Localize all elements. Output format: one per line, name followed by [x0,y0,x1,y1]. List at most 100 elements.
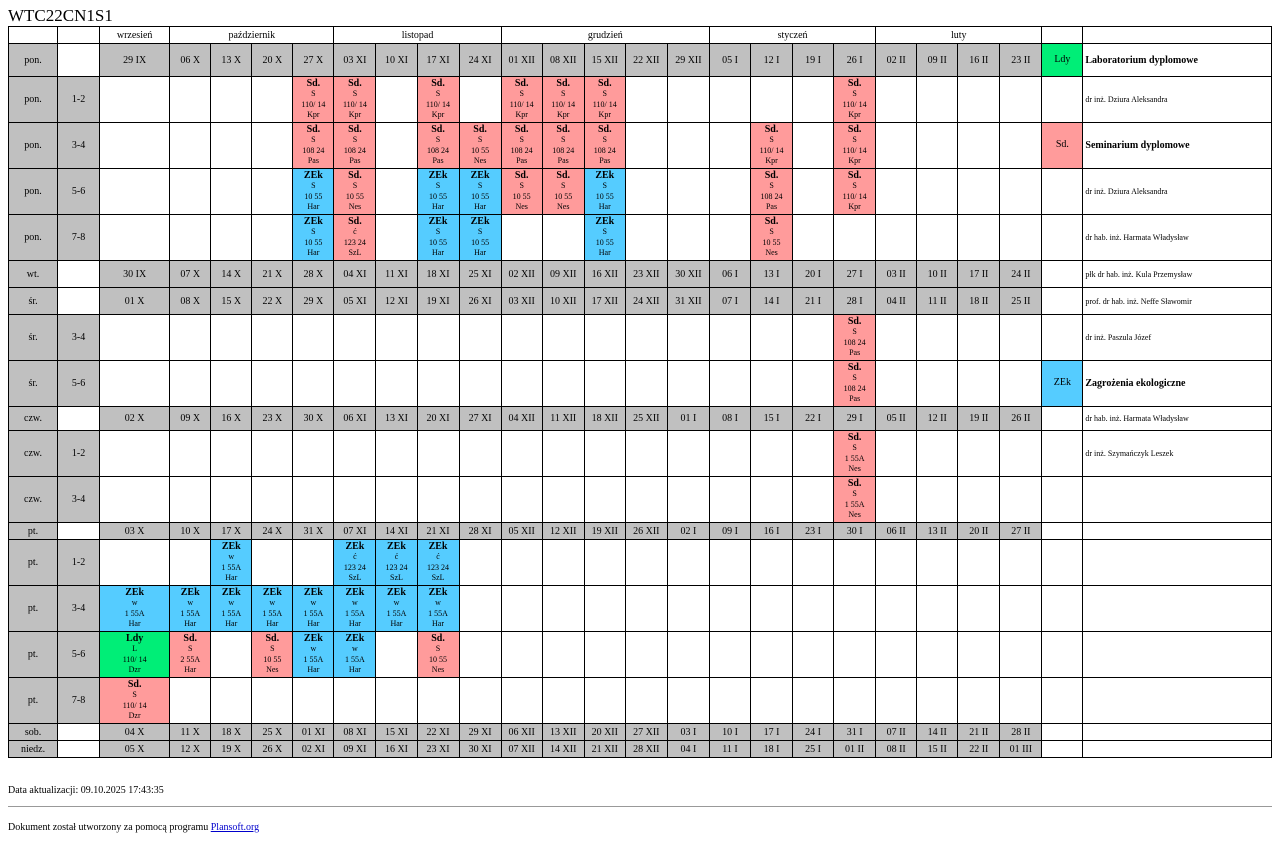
date-cell: 03 XII [500,287,543,315]
event-type: w [228,552,235,561]
class-event[interactable]: ZEk S 10 55 Har [416,168,460,215]
class-event[interactable]: ZEk w 1 55A Har [292,585,335,632]
class-event[interactable]: Sd. S 10 55 Nes [500,168,543,215]
class-event[interactable]: Sd. S 110/ 14 Kpr [750,122,794,169]
event-teacher: SzL [431,573,445,582]
empty-cell [375,631,418,678]
class-event[interactable]: ZEk S 10 55 Har [416,214,460,261]
legend-code [1041,430,1084,477]
class-event[interactable]: Sd. S 108 24 Pas [833,360,877,407]
class-event[interactable]: Sd. S 108 24 Pas [292,122,335,169]
class-event[interactable]: Sd. S 108 24 Pas [583,122,626,169]
class-event[interactable]: ZEk w 1 55A Har [333,585,377,632]
empty-cell [916,168,959,215]
empty-cell [833,677,877,724]
class-event[interactable]: Sd. S 10 55 Nes [750,214,794,261]
class-event[interactable]: Sd. S 108 24 Pas [416,122,460,169]
class-event[interactable]: ZEk w 1 55A Har [169,585,212,632]
empty-cell [624,539,668,586]
empty-cell [708,677,752,724]
class-event[interactable]: ZEk w 1 55A Har [99,585,171,632]
event-teacher: Pas [349,156,361,165]
event-type: S [311,135,316,144]
class-event[interactable]: Sd. S 108 24 Pas [541,122,585,169]
event-room: 10 55 [471,191,490,201]
class-event[interactable]: Sd. S 110/ 14 Kpr [333,76,377,123]
class-event[interactable]: Sd. S 108 24 Pas [750,168,794,215]
empty-cell [541,677,585,724]
event-room: 123 24 [343,237,366,247]
class-event[interactable]: ZEk S 10 55 Har [583,168,626,215]
class-event[interactable]: ZEk S 10 55 Har [458,214,502,261]
date-cell: 14 XII [541,740,585,758]
class-event[interactable]: ZEk ć 123 24 SzL [333,539,377,586]
date-cell: 09 X [169,406,212,431]
class-event[interactable]: Sd. S 10 55 Nes [458,122,502,169]
class-event[interactable]: ZEk S 10 55 Har [292,214,335,261]
date-cell: 24 XII [624,287,668,315]
class-event[interactable]: Sd. S 110/ 14 Kpr [292,76,335,123]
empty-cell [957,539,1001,586]
class-event[interactable]: ZEk w 1 55A Har [210,585,253,632]
date-cell: 09 XI [333,740,377,758]
date-cell: 30 IX [99,260,171,288]
class-event[interactable]: ZEk w 1 55A Har [375,585,418,632]
class-event[interactable]: Sd. S 110/ 14 Kpr [500,76,543,123]
empty-cell [792,677,835,724]
class-event[interactable]: Sd. S 1 55A Nes [833,430,877,477]
event-code: ZEk [125,586,145,598]
class-event[interactable]: ZEk w 1 55A Har [416,585,460,632]
empty-cell [500,314,543,361]
class-event[interactable]: Sd. S 110/ 14 Kpr [583,76,626,123]
plansoft-link[interactable]: Plansoft.org [210,822,260,833]
event-code: Sd. [847,477,862,489]
class-event[interactable]: ZEk S 10 55 Har [458,168,502,215]
class-event[interactable]: Sd. S 10 55 Nes [251,631,294,678]
class-event[interactable]: Sd. ć 123 24 SzL [333,214,377,261]
event-code: Sd. [431,632,445,644]
event-teacher: Har [432,619,445,628]
empty-cell [169,214,212,261]
date-cell: 28 XI [458,522,502,540]
class-event[interactable]: Sd. S 108 24 Pas [500,122,543,169]
date-cell: 29 IX [99,43,171,77]
class-event[interactable]: ZEk w 1 55A Har [292,631,335,678]
class-event[interactable]: Sd. S 108 24 Pas [333,122,377,169]
class-event[interactable]: Sd. S 1 55A Nes [833,476,877,523]
class-event[interactable]: Sd. S 110/ 14 Dzr [99,677,171,724]
class-event[interactable]: Sd. S 110/ 14 Kpr [416,76,460,123]
class-event[interactable]: Ldy L 110/ 14 Dzr [99,631,171,678]
class-event[interactable]: Sd. S 110/ 14 Kpr [833,122,877,169]
date-cell: 20 X [251,43,294,77]
empty-cell [875,168,918,215]
day-label: niedz. [7,740,59,758]
empty-cell [541,360,585,407]
class-event[interactable]: ZEk S 10 55 Har [292,168,335,215]
class-event[interactable]: Sd. S 2 55A Har [169,631,212,678]
class-event[interactable]: Sd. S 108 24 Pas [833,314,877,361]
class-event[interactable]: Sd. S 110/ 14 Kpr [541,76,585,123]
slot-label: 3-4 [57,585,101,632]
date-cell: 03 XI [333,43,377,77]
empty-cell [500,677,543,724]
class-event[interactable]: ZEk w 1 55A Har [333,631,377,678]
class-event[interactable]: ZEk w 1 55A Har [251,585,294,632]
event-type: S [852,181,857,190]
slot-row: śr. 3-4 Sd. S 108 24 Pas dr inż. Paszula Józef [7,314,1272,361]
class-event[interactable]: ZEk S 10 55 Har [583,214,626,261]
date-cell: 17 XI [416,43,460,77]
class-event[interactable]: Sd. S 10 55 Nes [541,168,585,215]
event-type: L [132,644,138,653]
date-cell: 17 II [957,260,1001,288]
date-cell: 15 XI [375,723,418,741]
class-event[interactable]: Sd. S 110/ 14 Kpr [833,168,877,215]
empty-cell [210,214,253,261]
date-cell: 13 XI [375,406,418,431]
class-event[interactable]: Sd. S 10 55 Nes [416,631,460,678]
class-event[interactable]: ZEk w 1 55A Har [210,539,253,586]
class-event[interactable]: ZEk ć 123 24 SzL [416,539,460,586]
class-event[interactable]: Sd. S 110/ 14 Kpr [833,76,877,123]
class-event[interactable]: ZEk ć 123 24 SzL [375,539,418,586]
class-event[interactable]: Sd. S 10 55 Nes [333,168,377,215]
empty-cell [624,214,668,261]
